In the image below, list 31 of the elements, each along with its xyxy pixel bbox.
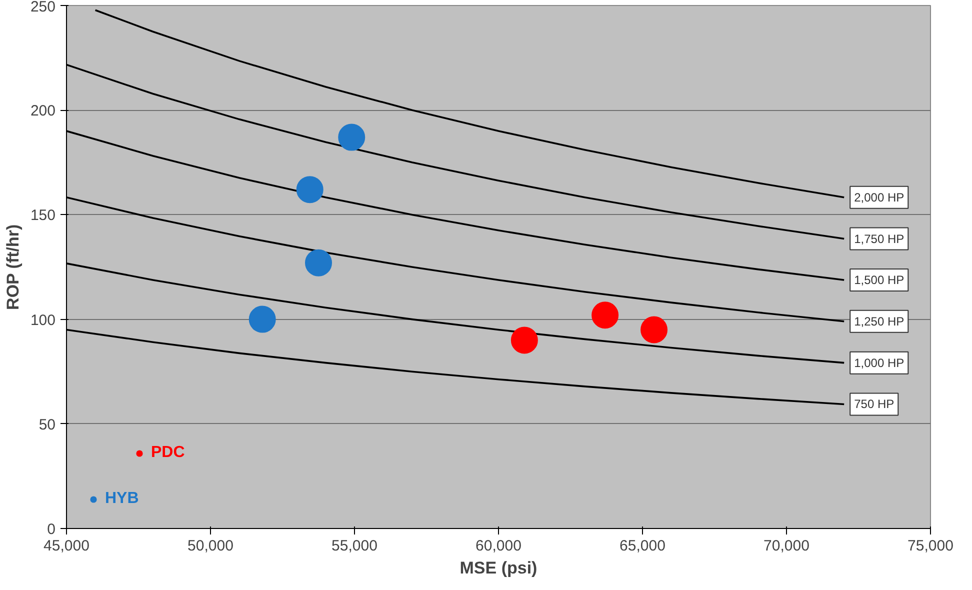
- legend-label: PDC: [151, 444, 185, 462]
- y-tick-label: 50: [38, 416, 56, 434]
- point: [305, 249, 332, 276]
- point: [248, 306, 276, 333]
- line-series: [94, 9, 845, 198]
- x-tick-label: 75,000: [908, 538, 954, 554]
- series-label: 1,500 HP: [854, 272, 904, 287]
- series-label: 1,750 HP: [854, 232, 904, 246]
- point: [592, 302, 619, 329]
- x-tick-label: 70,000: [764, 538, 810, 554]
- y-tick-label: 100: [30, 312, 56, 329]
- series-label: 1,000 HP: [854, 356, 904, 370]
- legend-label: HYB: [105, 490, 139, 508]
- point: [338, 124, 366, 151]
- y-axis-title: ROP (ft/hr): [3, 224, 22, 310]
- x-tick-label: 55,000: [332, 538, 378, 554]
- x-tick-label: 65,000: [620, 538, 666, 554]
- y-tick-label: 200: [30, 102, 56, 120]
- y-tick-label: 250: [30, 0, 56, 16]
- point: [510, 326, 538, 354]
- series-label: 1,250 HP: [854, 314, 904, 328]
- x-tick-label: 60,000: [476, 538, 522, 554]
- x-axis-title: MSE (psi): [460, 558, 538, 578]
- y-tick-label: 150: [30, 207, 56, 224]
- x-tick-label: 45,000: [44, 538, 90, 554]
- x-tick-label: 50,000: [188, 538, 234, 554]
- series-label: 750 HP: [854, 397, 894, 412]
- y-tick-label: 0: [47, 521, 56, 538]
- point: [296, 176, 324, 204]
- point: [640, 316, 668, 344]
- series-label: 2,000 HP: [854, 190, 904, 204]
